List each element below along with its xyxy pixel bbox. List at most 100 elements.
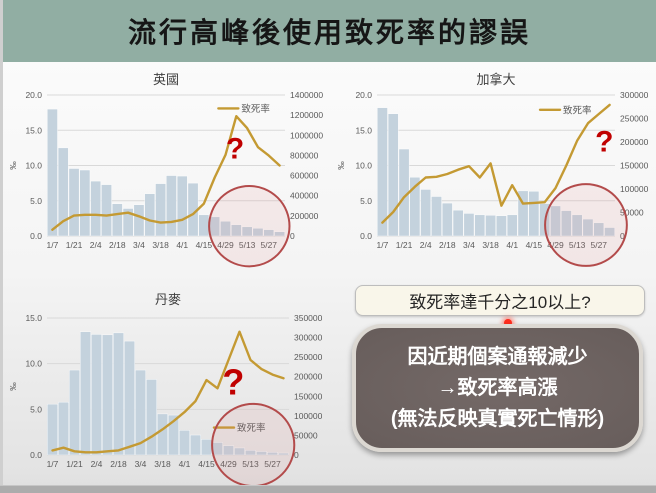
svg-text:1/7: 1/7 xyxy=(47,459,59,469)
svg-text:4/15: 4/15 xyxy=(198,459,215,469)
chart-denmark: 丹麥 0.0 5.0 10.0 15.0 0 50000 100000 150000 200000… xyxy=(5,283,330,488)
conclusion-line-2: →致死率高漲 xyxy=(437,376,558,399)
svg-text:150000: 150000 xyxy=(620,161,649,171)
axis-tick-labels: 0.0 5.0 10.0 15.0 0 50000 100000 150000 200000 25… xyxy=(25,313,322,469)
svg-text:300000: 300000 xyxy=(620,90,649,100)
y-axis-label: ‰ xyxy=(336,161,346,170)
svg-text:5/27: 5/27 xyxy=(590,240,607,250)
svg-text:1/7: 1/7 xyxy=(376,240,388,250)
svg-text:4/15: 4/15 xyxy=(526,240,543,250)
video-left-edge xyxy=(0,0,3,493)
svg-text:3/4: 3/4 xyxy=(133,240,145,250)
svg-text:4/29: 4/29 xyxy=(217,240,234,250)
svg-text:20.0: 20.0 xyxy=(355,90,372,100)
svg-text:0.0: 0.0 xyxy=(30,231,42,241)
svg-text:10.0: 10.0 xyxy=(25,161,42,171)
svg-text:4/29: 4/29 xyxy=(220,459,237,469)
svg-text:3/18: 3/18 xyxy=(152,240,169,250)
chart-title: 丹麥 xyxy=(155,292,181,307)
svg-text:250000: 250000 xyxy=(620,114,649,124)
question-mark-annotation: ? xyxy=(222,362,244,403)
chart-uk: 英國 0.0 5.0 10.0 15.0 20.0 0 200000 400000 600000 8… xyxy=(5,63,327,268)
svg-text:5/13: 5/13 xyxy=(242,459,259,469)
highlight-circle-annotation xyxy=(211,402,296,488)
video-bottom-edge xyxy=(0,485,656,493)
fatality-rate-line xyxy=(381,103,611,224)
svg-text:250000: 250000 xyxy=(294,352,323,362)
legend: 致死率 xyxy=(212,422,266,434)
axis-tick-labels: 0.0 5.0 10.0 15.0 20.0 0 50000 100000 150000 2000… xyxy=(355,90,648,250)
svg-text:200000: 200000 xyxy=(620,137,649,147)
chart-title: 加拿大 xyxy=(476,72,515,87)
legend: 致死率 xyxy=(538,104,592,116)
svg-text:0: 0 xyxy=(294,450,299,460)
fatality-question-box: 致死率達千分之10以上? xyxy=(355,285,645,316)
svg-text:2/4: 2/4 xyxy=(91,459,103,469)
svg-text:10.0: 10.0 xyxy=(355,161,372,171)
conclusion-box: 因近期個案通報減少 →致死率高漲 (無法反映真實死亡情形) xyxy=(352,324,643,452)
fatality-rate-line xyxy=(51,330,285,454)
svg-text:5.0: 5.0 xyxy=(30,404,42,414)
svg-text:800000: 800000 xyxy=(290,150,319,160)
gridlines xyxy=(47,94,285,202)
svg-text:3/18: 3/18 xyxy=(482,240,499,250)
svg-text:5/13: 5/13 xyxy=(239,240,256,250)
svg-text:0: 0 xyxy=(620,231,625,241)
svg-text:0.0: 0.0 xyxy=(360,231,372,241)
svg-text:5/27: 5/27 xyxy=(264,459,281,469)
svg-text:20.0: 20.0 xyxy=(25,90,42,100)
svg-text:200000: 200000 xyxy=(294,372,323,382)
svg-text:1/7: 1/7 xyxy=(46,240,58,250)
svg-text:2/4: 2/4 xyxy=(90,240,102,250)
svg-text:1200000: 1200000 xyxy=(290,110,323,120)
fatality-question-text: 致死率達千分之10以上? xyxy=(409,293,591,312)
question-mark-annotation: ? xyxy=(226,132,244,165)
svg-text:5/27: 5/27 xyxy=(260,240,277,250)
svg-text:致死率: 致死率 xyxy=(237,422,266,434)
svg-text:4/1: 4/1 xyxy=(176,240,188,250)
svg-text:4/1: 4/1 xyxy=(506,240,518,250)
chart-title: 英國 xyxy=(153,72,179,87)
svg-text:致死率: 致死率 xyxy=(563,104,592,116)
svg-text:3/4: 3/4 xyxy=(463,240,475,250)
svg-text:15.0: 15.0 xyxy=(355,125,372,135)
weekly-cases-bars xyxy=(47,108,285,237)
svg-text:15.0: 15.0 xyxy=(25,313,42,323)
y-axis-label: ‰ xyxy=(8,161,18,170)
slide-header: 流行高峰後使用致死率的謬誤 xyxy=(3,0,656,62)
svg-text:4/15: 4/15 xyxy=(196,240,213,250)
svg-text:400000: 400000 xyxy=(290,191,319,201)
svg-text:2/18: 2/18 xyxy=(109,240,126,250)
svg-text:3/18: 3/18 xyxy=(154,459,171,469)
svg-text:200000: 200000 xyxy=(290,211,319,221)
svg-text:15.0: 15.0 xyxy=(25,125,42,135)
chart-canada: 加拿大 0.0 5.0 10.0 15.0 20.0 0 50000 100000 150000 2… xyxy=(333,63,656,268)
highlight-circle-annotation xyxy=(208,184,291,268)
svg-text:5.0: 5.0 xyxy=(360,196,372,206)
svg-text:1000000: 1000000 xyxy=(290,130,323,140)
weekly-cases-bars xyxy=(377,107,615,237)
svg-text:2/4: 2/4 xyxy=(420,240,432,250)
conclusion-line-1: 因近期個案通報減少 xyxy=(407,345,588,368)
fatality-rate-line xyxy=(51,115,281,231)
laser-pointer-dot xyxy=(504,319,512,327)
svg-text:350000: 350000 xyxy=(294,313,323,323)
svg-text:0: 0 xyxy=(290,231,295,241)
axis-tick-labels: 0.0 5.0 10.0 15.0 20.0 0 200000 400000 600000 800… xyxy=(25,90,323,250)
slide-title: 流行高峰後使用致死率的謬誤 xyxy=(127,17,531,48)
legend: 致死率 xyxy=(217,103,270,115)
svg-text:1/21: 1/21 xyxy=(66,459,83,469)
svg-text:4/29: 4/29 xyxy=(547,240,564,250)
svg-text:0.0: 0.0 xyxy=(30,450,42,460)
svg-text:100000: 100000 xyxy=(620,184,649,194)
svg-text:致死率: 致死率 xyxy=(241,103,270,115)
svg-text:5.0: 5.0 xyxy=(30,196,42,206)
weekly-cases-bars xyxy=(47,331,289,456)
svg-text:2/18: 2/18 xyxy=(110,459,127,469)
y-axis-label: ‰ xyxy=(8,382,18,391)
svg-text:10.0: 10.0 xyxy=(25,359,42,369)
svg-text:50000: 50000 xyxy=(294,430,318,440)
svg-text:300000: 300000 xyxy=(294,333,323,343)
svg-text:2/18: 2/18 xyxy=(439,240,456,250)
svg-text:100000: 100000 xyxy=(294,411,323,421)
